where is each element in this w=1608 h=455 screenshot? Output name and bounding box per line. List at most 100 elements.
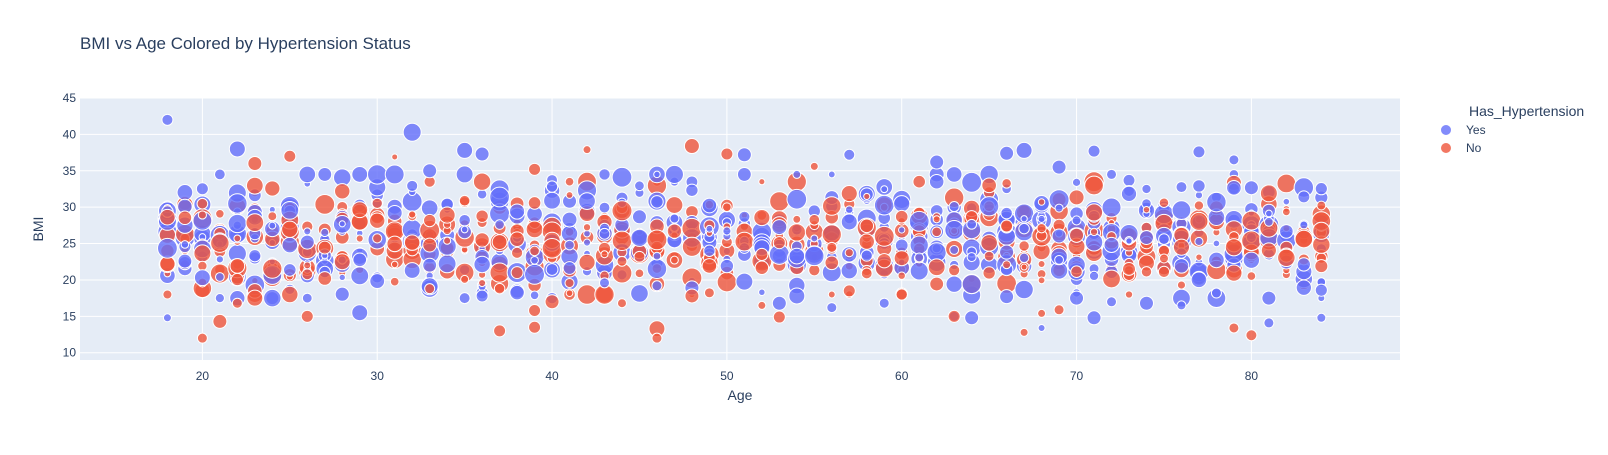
data-point — [1158, 253, 1169, 264]
y-tick-label: 40 — [63, 127, 77, 141]
data-point — [1194, 236, 1204, 247]
data-point — [893, 250, 910, 267]
data-point — [317, 271, 333, 286]
data-point — [895, 288, 908, 301]
data-point — [582, 223, 592, 232]
data-point — [928, 173, 945, 190]
data-point — [808, 264, 821, 277]
data-point — [948, 201, 960, 213]
data-point — [162, 313, 172, 323]
data-point — [369, 212, 386, 229]
data-point — [646, 229, 668, 251]
data-point — [338, 273, 346, 282]
data-point — [560, 225, 579, 243]
data-point — [511, 246, 524, 259]
data-point — [880, 185, 889, 194]
data-point — [472, 172, 492, 191]
data-point — [263, 288, 282, 308]
data-point — [1018, 252, 1030, 264]
data-point — [527, 196, 542, 210]
data-point — [1195, 253, 1203, 261]
data-point — [227, 193, 248, 214]
data-point — [215, 255, 224, 264]
data-point — [1243, 180, 1259, 196]
data-point — [489, 186, 510, 208]
data-point — [842, 284, 856, 298]
data-point — [1069, 227, 1085, 243]
data-point — [281, 220, 299, 238]
data-point — [598, 227, 611, 240]
data-point — [264, 180, 281, 197]
data-point — [810, 234, 819, 243]
data-point — [684, 288, 700, 304]
data-point — [355, 234, 364, 243]
data-point — [771, 219, 788, 236]
data-point — [525, 220, 544, 239]
data-point — [681, 236, 703, 257]
y-tick-label: 10 — [63, 346, 77, 360]
data-point — [616, 298, 627, 309]
data-point — [1158, 197, 1170, 208]
data-point — [545, 180, 559, 193]
data-point — [999, 244, 1015, 260]
data-point — [247, 156, 263, 171]
data-point — [320, 227, 330, 238]
data-point — [1084, 233, 1104, 252]
data-point — [1037, 276, 1046, 285]
data-point — [1228, 154, 1240, 166]
data-point — [929, 154, 945, 170]
data-point — [317, 240, 332, 255]
data-point — [611, 166, 633, 188]
data-point — [545, 263, 559, 276]
data-point — [1106, 296, 1118, 308]
data-point — [1142, 205, 1151, 214]
data-point — [863, 192, 871, 201]
data-point — [196, 332, 208, 344]
data-point — [978, 196, 1000, 217]
data-point — [720, 147, 734, 161]
data-point — [1190, 271, 1208, 289]
x-tick-label: 50 — [720, 369, 734, 383]
data-point — [893, 195, 911, 213]
legend-label: Yes — [1466, 123, 1486, 137]
data-point — [827, 170, 836, 179]
data-point — [372, 233, 383, 244]
data-point — [195, 182, 209, 196]
x-tick-label: 70 — [1070, 369, 1084, 383]
data-point — [303, 227, 312, 236]
data-point — [406, 179, 419, 192]
data-point — [230, 272, 244, 287]
data-point — [961, 274, 982, 295]
data-point — [438, 206, 456, 224]
data-point — [1245, 329, 1258, 342]
data-point — [197, 210, 207, 220]
data-point — [210, 233, 230, 253]
data-point — [1158, 233, 1170, 245]
data-point — [826, 302, 838, 314]
data-point — [634, 268, 645, 279]
data-point — [1176, 280, 1187, 290]
data-point — [1314, 283, 1328, 297]
data-point — [1122, 262, 1136, 276]
data-point — [1139, 230, 1154, 245]
data-point — [509, 203, 526, 220]
x-tick-label: 20 — [196, 369, 210, 383]
data-point — [1276, 173, 1297, 194]
data-point — [338, 220, 346, 228]
data-point — [543, 191, 561, 210]
data-point — [489, 262, 510, 283]
data-point — [961, 171, 983, 193]
data-point — [437, 254, 457, 274]
data-point — [611, 200, 633, 222]
data-point — [229, 258, 246, 274]
data-point — [1265, 209, 1273, 218]
y-tick-label: 20 — [63, 273, 77, 287]
data-point — [474, 146, 490, 162]
data-point — [670, 255, 679, 265]
data-point — [423, 213, 437, 228]
data-point — [1225, 264, 1243, 282]
data-point — [1054, 254, 1064, 265]
data-point — [630, 284, 649, 303]
data-point — [804, 245, 825, 267]
